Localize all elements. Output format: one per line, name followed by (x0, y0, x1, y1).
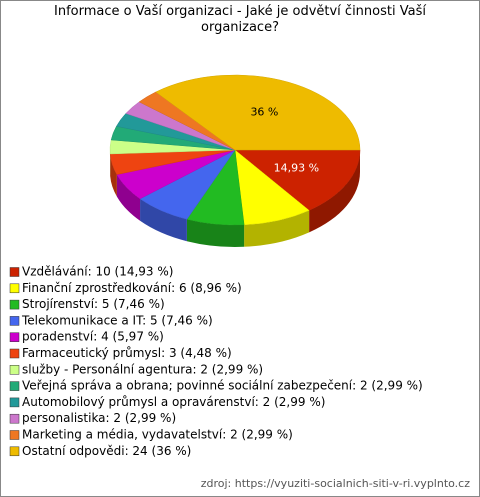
chart-title: Informace o Vaší organizaci - Jaké je od… (54, 4, 426, 35)
slice-side (110, 153, 117, 197)
legend-swatch (9, 299, 20, 310)
legend-swatch (9, 413, 20, 424)
slice (234, 149, 361, 211)
legend-label: poradenství: 4 (5,97 %) (22, 330, 164, 344)
legend-label: Farmaceutický průmysl: 3 (4,48 %) (22, 346, 232, 360)
legend-swatch (9, 430, 20, 440)
slice-side (244, 210, 310, 247)
legend-swatch (9, 332, 20, 342)
slice-side (186, 219, 245, 247)
legend-swatch (9, 267, 20, 277)
legend-label: personalistika: 2 (2,99 %) (22, 411, 176, 425)
legend-swatch (9, 283, 20, 294)
legend-label: Veřejná správa a obrana; povinné sociáln… (22, 379, 423, 393)
legend-swatch (9, 446, 20, 457)
value-label: 36 % (250, 106, 278, 119)
legend-label: Vzdělávání: 10 (14,93 %) (22, 265, 173, 279)
legend-label: Ostatní odpovědi: 24 (36 %) (22, 444, 191, 458)
legend-label: Marketing a média, vydavatelství: 2 (2,9… (22, 428, 293, 442)
legend-label: Strojírenství: 5 (7,46 %) (22, 297, 165, 311)
slice (155, 74, 361, 151)
legend-swatch (9, 316, 20, 326)
slice-side (140, 198, 187, 242)
legend-swatch (9, 365, 20, 375)
title-box: Informace o Vaší organizaci - Jaké je od… (54, 4, 426, 35)
value-label: 14,93 % (274, 162, 319, 175)
legend-swatch (9, 348, 20, 359)
legend-label: Finanční zprostředkování: 6 (8,96 %) (22, 281, 242, 295)
slice-side (309, 150, 360, 233)
legend-label: Telekomunikace a IT: 5 (7,46 %) (21, 313, 213, 327)
slice-side (116, 174, 141, 221)
legend-label: Automobilový průmysl a opravárenství: 2 … (22, 395, 325, 409)
legend-label: služby - Personální agentura: 2 (2,99 %) (22, 362, 263, 376)
legend-swatch (9, 397, 20, 408)
legend-swatch (9, 381, 20, 391)
source: zdroj: https://vyuziti-socialnich-siti-v… (201, 477, 471, 490)
